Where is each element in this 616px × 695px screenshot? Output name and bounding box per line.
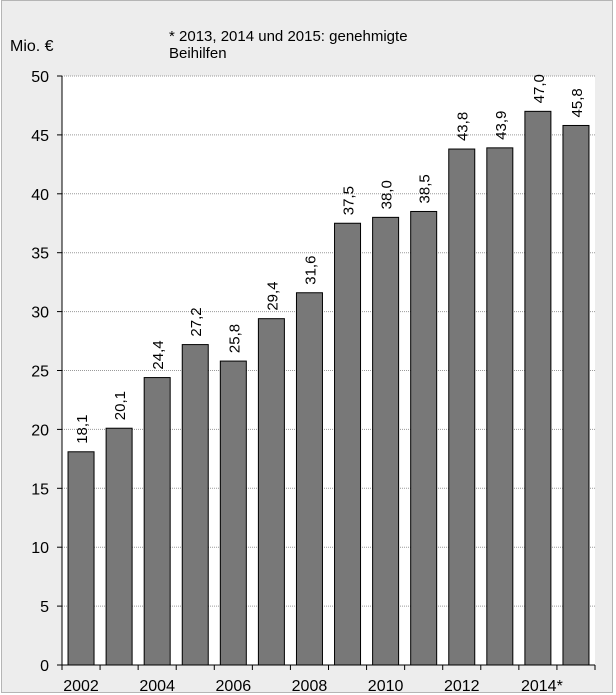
y-tick-label: 30 [31,305,49,322]
x-tick-label: 2008 [292,678,328,694]
annotation-line-1: * 2013, 2014 und 2015: genehmigte [169,28,408,45]
chart-annotation: * 2013, 2014 und 2015: genehmigte Beihil… [169,28,408,62]
y-tick-label: 5 [40,599,49,616]
y-tick-label: 20 [31,422,49,439]
bar-value-label: 18,1 [74,415,91,444]
bar-value-label: 37,5 [341,186,358,215]
y-axis-label: Mio. € [10,38,54,55]
y-tick-label: 10 [31,540,49,557]
bar-value-label: 38,5 [417,174,434,203]
y-tick-label: 0 [40,658,49,675]
x-tick-label: 2004 [139,678,175,694]
bar-value-label: 47,0 [531,74,548,103]
bar [105,427,133,666]
bar-value-label: 43,9 [493,111,510,140]
bar [486,147,514,666]
y-tick-label: 50 [31,69,49,86]
bar-value-label: 25,8 [226,324,243,353]
bar-value-label: 20,1 [112,391,129,420]
bar [372,216,400,666]
x-tick-label: 2006 [216,678,252,694]
bar-value-label: 27,2 [188,307,205,336]
bar [410,210,438,666]
bar-value-label: 24,4 [150,340,167,369]
annotation-line-2: Beihilfen [169,45,227,62]
bar [562,124,590,666]
bar-value-label: 45,8 [569,88,586,117]
bar-value-label: 38,0 [379,180,396,209]
bar [67,451,95,666]
bar [448,148,476,666]
y-tick-label: 45 [31,128,49,145]
bar [181,344,209,666]
bar [143,377,171,666]
bar [295,292,323,666]
y-tick-label: 25 [31,364,49,381]
bar [219,360,247,666]
bar-value-label: 31,6 [302,256,319,285]
bar-value-label: 29,4 [264,281,281,310]
bar-value-label: 43,8 [455,112,472,141]
x-tick-label: 2012 [444,678,480,694]
x-tick-label: 2002 [63,678,99,694]
y-tick-label: 35 [31,246,49,263]
y-tick-label: 15 [31,481,49,498]
x-tick-label: 2014* [521,678,563,694]
bar [524,110,552,666]
y-tick-label: 40 [31,187,49,204]
bar [334,222,362,666]
bar [257,318,285,666]
x-tick-label: 2010 [368,678,404,694]
